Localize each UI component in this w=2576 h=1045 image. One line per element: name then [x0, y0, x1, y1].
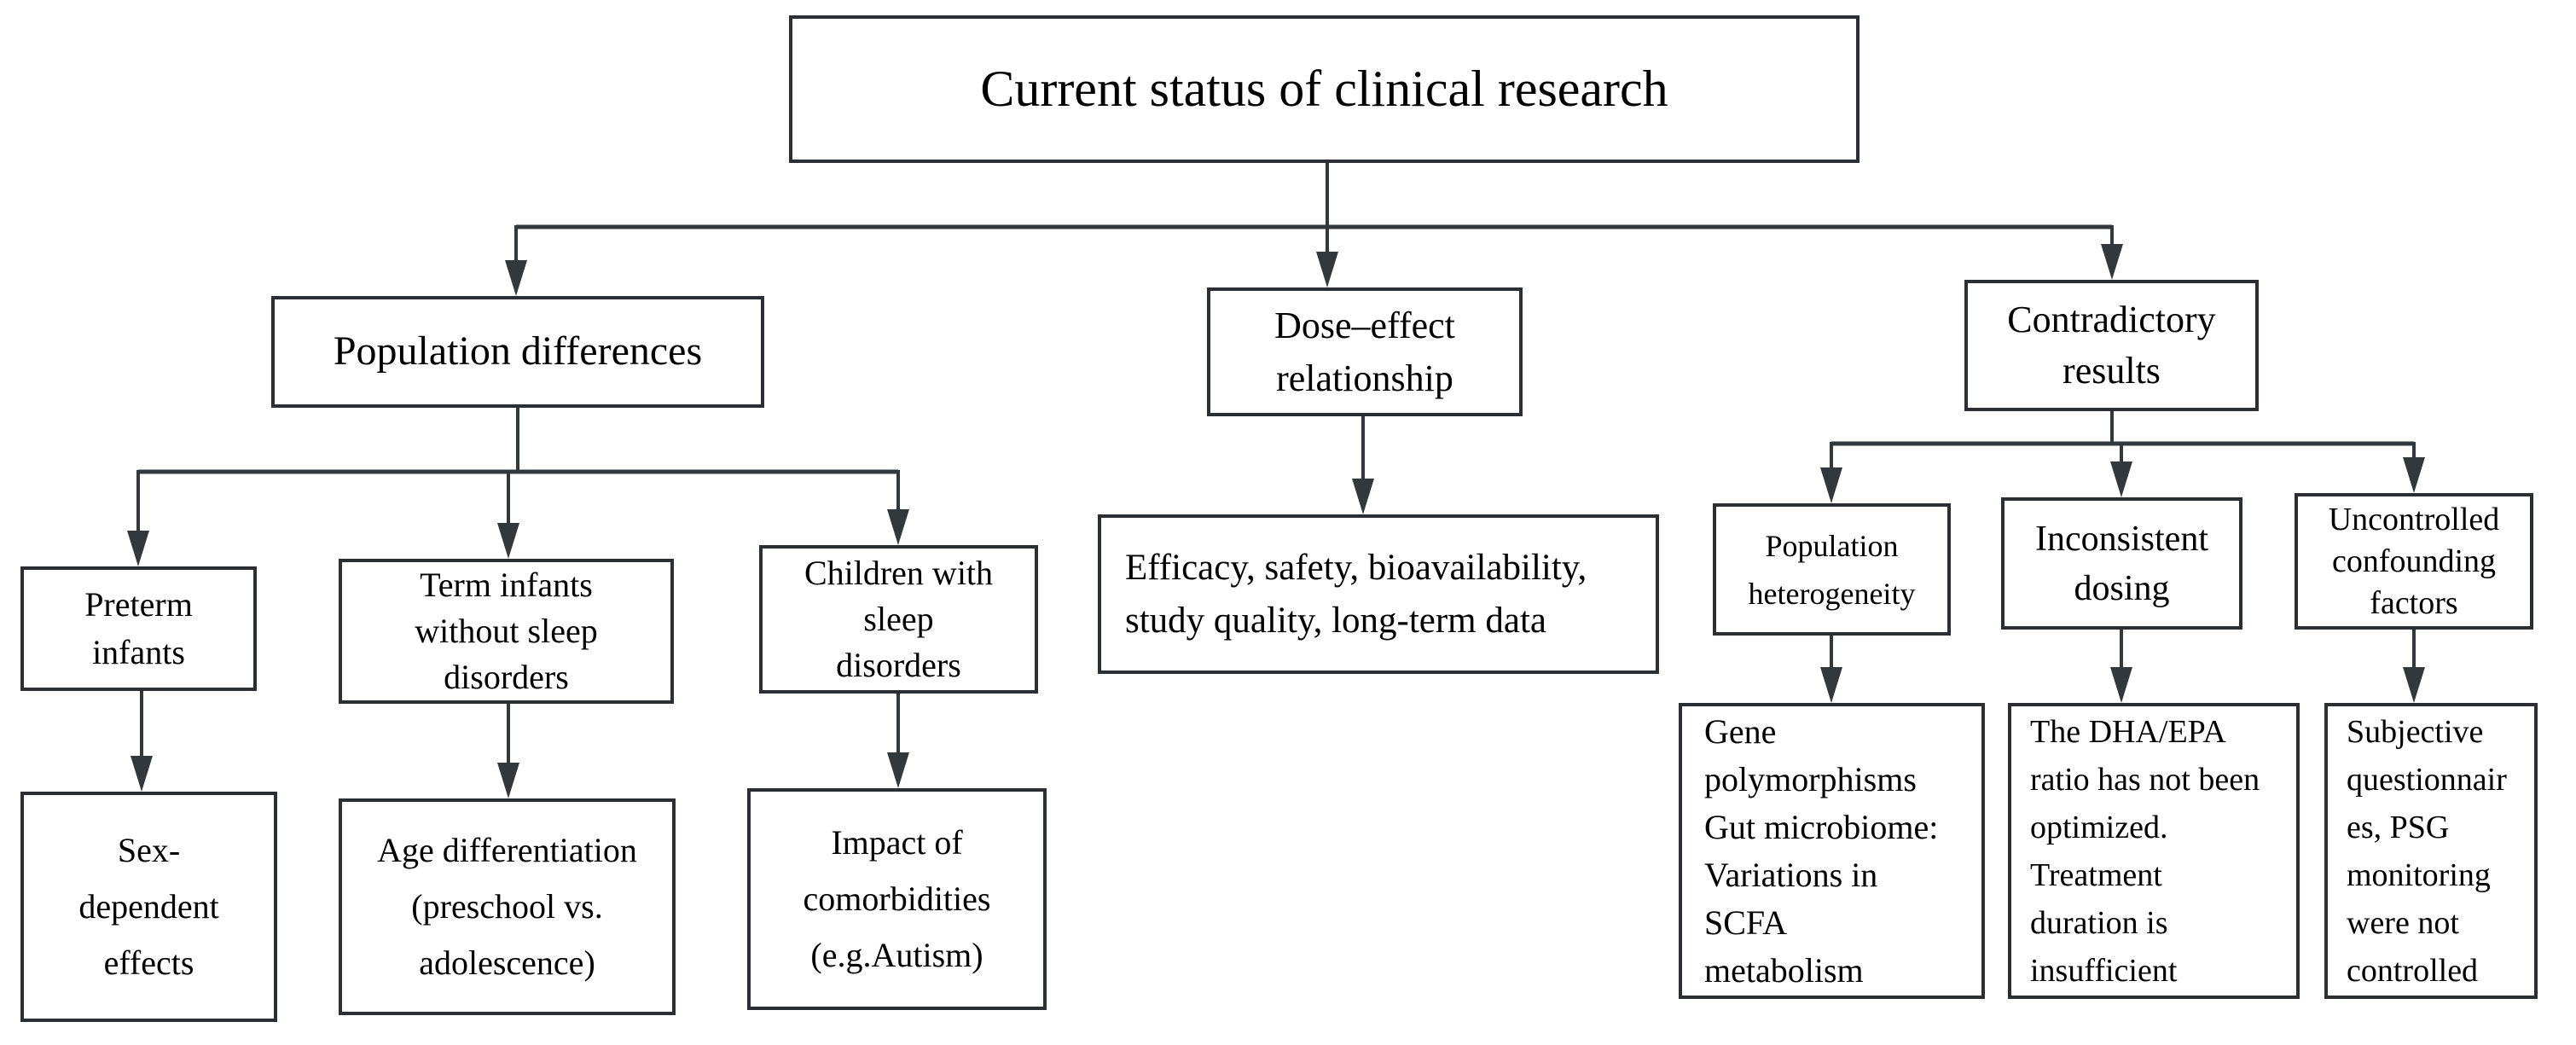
- node-inconsistent-dosing: Inconsistent dosing: [2001, 497, 2242, 630]
- edge-uncontrolled-to-subjective: [2403, 630, 2425, 703]
- node-preterm-infants: Preterm infants: [20, 566, 257, 691]
- edge-children-to-impact: [887, 694, 909, 788]
- node-term-infants: Term infants without sleep disorders: [339, 559, 674, 704]
- edge-incons-to-dha: [2110, 630, 2132, 703]
- node-dha-epa-ratio: The DHA/EPA ratio has not been optimized…: [2008, 703, 2300, 999]
- node-gene-polymorphisms: Gene polymorphisms Gut microbiome: Varia…: [1679, 703, 1985, 999]
- node-subjective-questionnaires: Subjective questionnair es, PSG monitori…: [2324, 703, 2538, 999]
- edge-preterm-to-sex: [131, 691, 153, 792]
- node-impact-comorbidities: Impact of comorbidities (e.g.Autism): [747, 788, 1047, 1010]
- edge-dose-to-efficacy: [1352, 416, 1374, 514]
- node-children-sleep-disorders: Children with sleep disorders: [759, 545, 1038, 694]
- node-efficacy-safety: Efficacy, safety, bioavailability, study…: [1098, 514, 1659, 674]
- edge-popdiff-to-children: [127, 408, 909, 566]
- edge-pophet-to-gene: [1820, 636, 1842, 703]
- node-current-status-title: Current status of clinical research: [789, 15, 1859, 163]
- node-dose-effect-relationship: Dose–effect relationship: [1207, 287, 1523, 416]
- node-age-differentiation: Age differentiation (preschool vs. adole…: [339, 798, 676, 1015]
- node-population-heterogeneity: Population heterogeneity: [1713, 503, 1951, 636]
- edge-title-to-branches: [505, 163, 2123, 296]
- node-contradictory-results: Contradictory results: [1964, 280, 2259, 411]
- node-population-differences: Population differences: [271, 296, 764, 408]
- node-sex-dependent-effects: Sex- dependent effects: [20, 792, 277, 1022]
- edge-contradictory-to-children: [1820, 411, 2425, 503]
- edge-term-to-age: [497, 704, 519, 798]
- node-uncontrolled-confounding: Uncontrolled confounding factors: [2295, 493, 2533, 630]
